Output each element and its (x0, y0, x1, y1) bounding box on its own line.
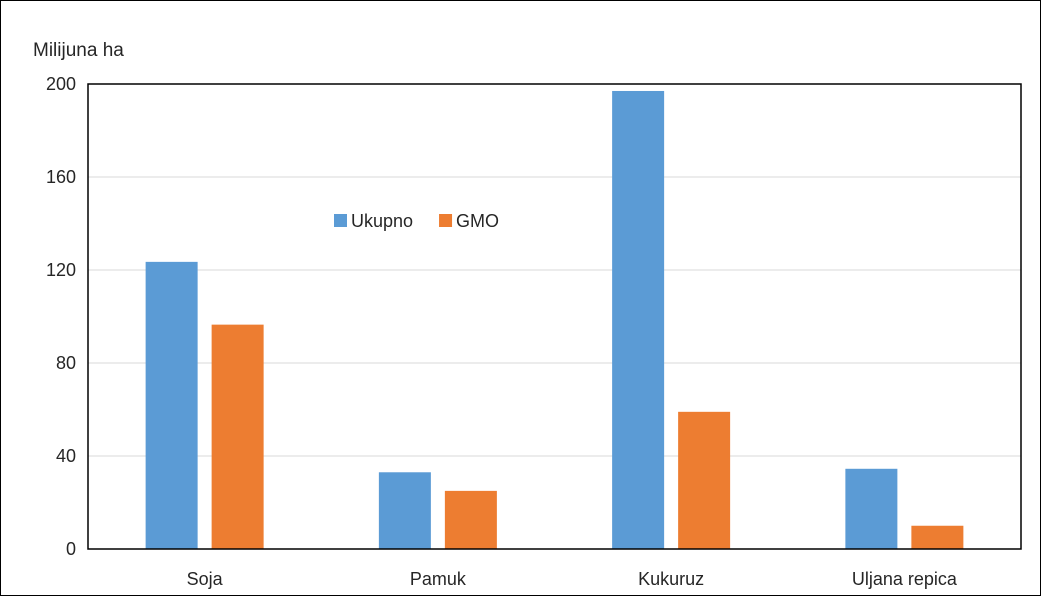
bars (145, 90, 964, 549)
y-axis-label: Milijuna ha (33, 40, 124, 61)
x-tick-labels: Soja Pamuk Kukuruz Uljana repica (187, 569, 958, 589)
legend-label-ukupno: Ukupno (351, 211, 413, 231)
y-tick-labels: 0 40 80 120 160 200 (46, 74, 76, 559)
y-tick-label: 120 (46, 260, 76, 280)
legend-swatch-ukupno (334, 214, 347, 227)
bar-gmo-3 (911, 525, 964, 549)
y-tick-label: 200 (46, 74, 76, 94)
bar-ukupno-3 (845, 468, 898, 549)
bar-ukupno-2 (612, 90, 665, 549)
bar-ukupno-1 (378, 472, 431, 549)
legend-label-gmo: GMO (456, 211, 499, 231)
bar-ukupno-0 (145, 261, 198, 549)
legend-swatch-gmo (439, 214, 453, 227)
bar-gmo-1 (444, 490, 497, 549)
bar-gmo-2 (678, 411, 731, 549)
y-tick-label: 40 (56, 446, 76, 466)
legend: Ukupno GMO (334, 211, 499, 231)
plot-area-border (87, 83, 1022, 550)
bar-gmo-0 (211, 324, 264, 549)
x-tick-label: Kukuruz (638, 569, 704, 589)
x-tick-label: Uljana repica (852, 569, 958, 589)
y-tick-label: 160 (46, 167, 76, 187)
x-tick-label: Pamuk (410, 569, 467, 589)
y-tick-label: 80 (56, 353, 76, 373)
y-tick-label: 0 (66, 539, 76, 559)
x-tick-label: Soja (187, 569, 224, 589)
